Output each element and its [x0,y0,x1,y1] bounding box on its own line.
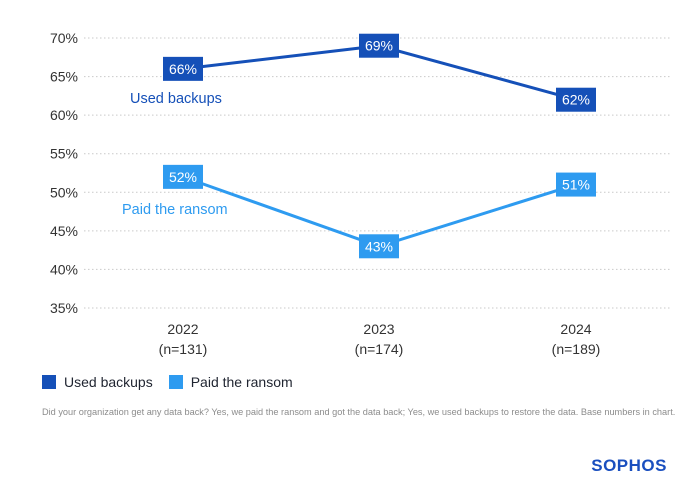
y-tick-label: 40% [50,261,78,277]
inline-label-used-backups: Used backups [130,91,222,107]
legend-item-paid-ransom: Paid the ransom [168,374,293,390]
data-label-box [163,56,203,81]
x-tick-label-base: (n=174) [355,341,404,357]
y-tick-label: 60% [50,107,78,123]
y-tick-label: 55% [50,146,78,162]
y-tick-label: 50% [50,184,78,200]
y-tick-label: 45% [50,223,78,239]
y-tick-label: 65% [50,69,78,85]
chart-footnote: Did your organization get any data back?… [42,407,676,417]
x-tick-label-base: (n=131) [159,341,208,357]
x-tick-label-year: 2023 [363,321,394,337]
data-label: 66% [169,61,197,77]
data-label-box [556,87,596,112]
inline-label-paid-ransom: Paid the ransom [122,202,228,218]
sophos-logo: SOPHOS [591,456,667,475]
y-tick-label: 35% [50,300,78,316]
data-label-box [359,234,399,259]
legend-item-used-backups: Used backups [42,374,153,390]
x-tick-label-year: 2024 [560,321,591,337]
legend-label-used-backups: Used backups [64,374,153,390]
legend-label-paid-ransom: Paid the ransom [190,374,293,390]
x-tick-label-year: 2022 [167,321,198,337]
data-label-box [556,172,596,197]
data-label: 69% [365,38,393,54]
data-label: 51% [562,177,590,193]
data-label: 52% [169,169,197,185]
data-label: 43% [365,238,393,254]
line-chart: 35% 40% 45% 50% 55% 60% 65% 70% 2022 (n=131) 2023 (… [50,30,672,357]
legend: Used backups Paid the ransom [42,374,293,390]
data-label: 62% [562,92,590,108]
data-label-box [359,33,399,58]
legend-swatch-paid-ransom [168,375,183,389]
y-tick-label: 70% [50,30,78,46]
data-label-box [163,164,203,189]
legend-swatch-used-backups [42,375,56,389]
x-tick-label-base: (n=189) [552,341,601,357]
